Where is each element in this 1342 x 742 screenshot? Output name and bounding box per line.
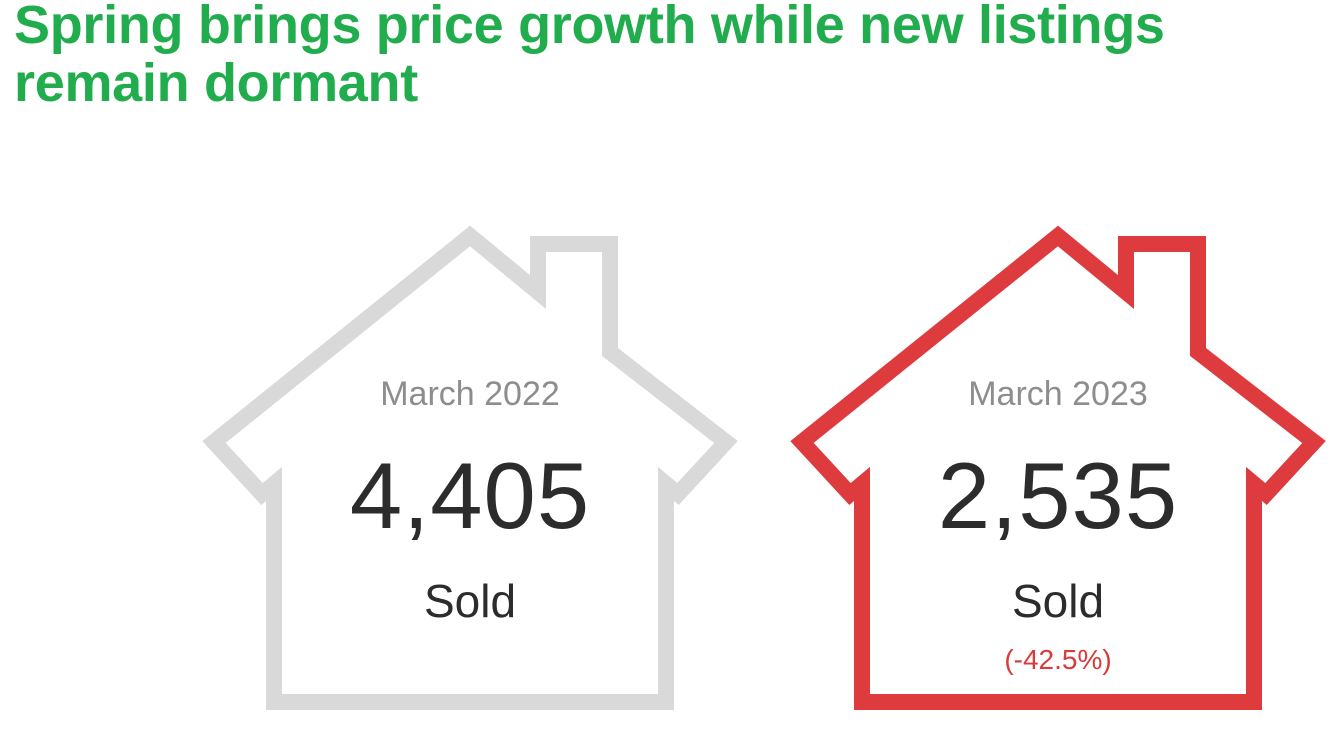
sold-count: 4,405 (349, 443, 591, 548)
house-card-march-2023: March 2023 2,535 Sold (-42.5%) (788, 222, 1328, 712)
metric-label: Sold (423, 575, 517, 627)
house-outline-icon (790, 225, 1326, 710)
period-label: March 2023 (968, 375, 1148, 413)
house-outline-icon (202, 225, 738, 710)
house-card-march-2022: March 2022 4,405 Sold (200, 222, 740, 712)
headline: Spring brings price growth while new lis… (14, 0, 1165, 113)
metric-label: Sold (1011, 575, 1105, 627)
sold-count: 2,535 (937, 443, 1179, 548)
percent-change: (-42.5%) (1004, 644, 1112, 675)
period-label: March 2022 (380, 375, 560, 413)
